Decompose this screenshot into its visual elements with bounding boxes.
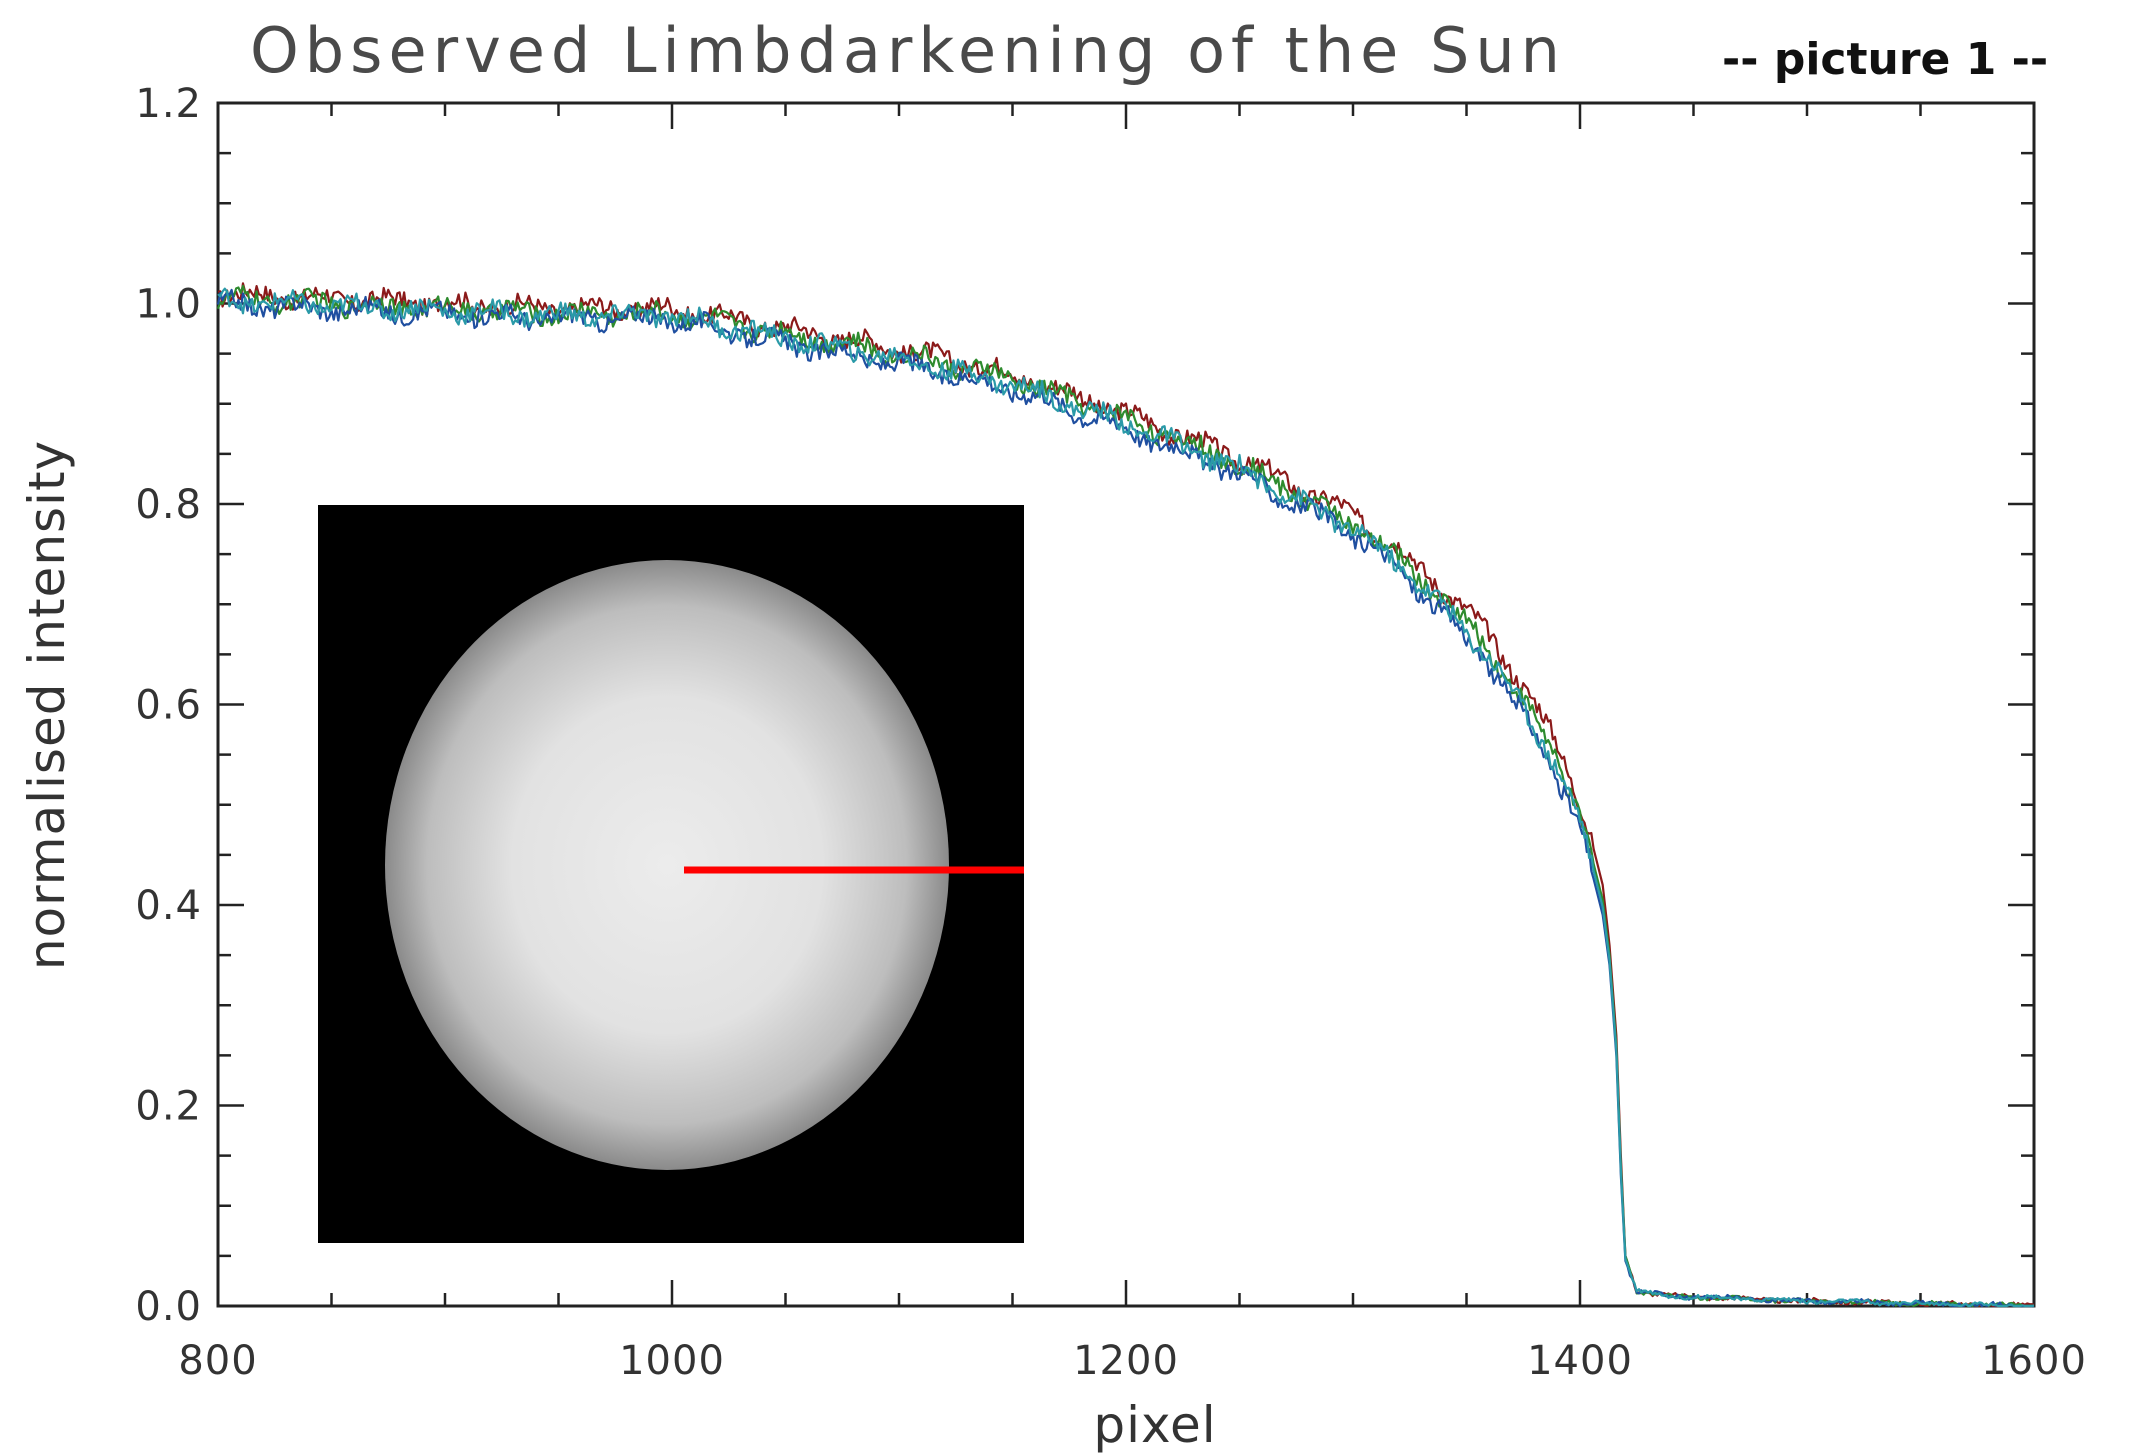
x-tick-label: 1000 (619, 1338, 725, 1384)
x-tick-label: 1400 (1527, 1338, 1633, 1384)
y-tick-label: 1.0 (135, 282, 202, 328)
y-tick-label: 0.6 (135, 683, 202, 729)
y-tick-label: 0.0 (135, 1284, 202, 1330)
axis-tick-labels: 800 1000 1200 1400 1600 0.0 0.2 0.4 0.6 0.8 1.0 1.2 (135, 81, 2087, 1384)
sun-inset-image (318, 505, 1024, 1243)
chart-title: Observed Limbdarkening of the Sun (250, 14, 1566, 87)
x-tick-label: 1600 (1981, 1338, 2087, 1384)
y-tick-label: 0.8 (135, 482, 202, 528)
axis-ticks (216, 101, 2036, 1308)
y-tick-label: 1.2 (135, 81, 202, 127)
y-tick-label: 0.2 (135, 1084, 202, 1130)
y-axis-label: normalised intensity (18, 440, 76, 970)
data-series (216, 282, 2035, 1308)
chart-subtitle: -- picture 1 -- (1722, 34, 2048, 85)
x-tick-label: 1200 (1073, 1338, 1179, 1384)
series-line-4 (217, 287, 2035, 1308)
sun-disk (385, 560, 949, 1170)
x-axis-label: pixel (1093, 1396, 1216, 1454)
y-tick-label: 0.4 (135, 883, 202, 929)
series-line-2 (216, 284, 2035, 1308)
x-tick-label: 800 (178, 1338, 257, 1384)
